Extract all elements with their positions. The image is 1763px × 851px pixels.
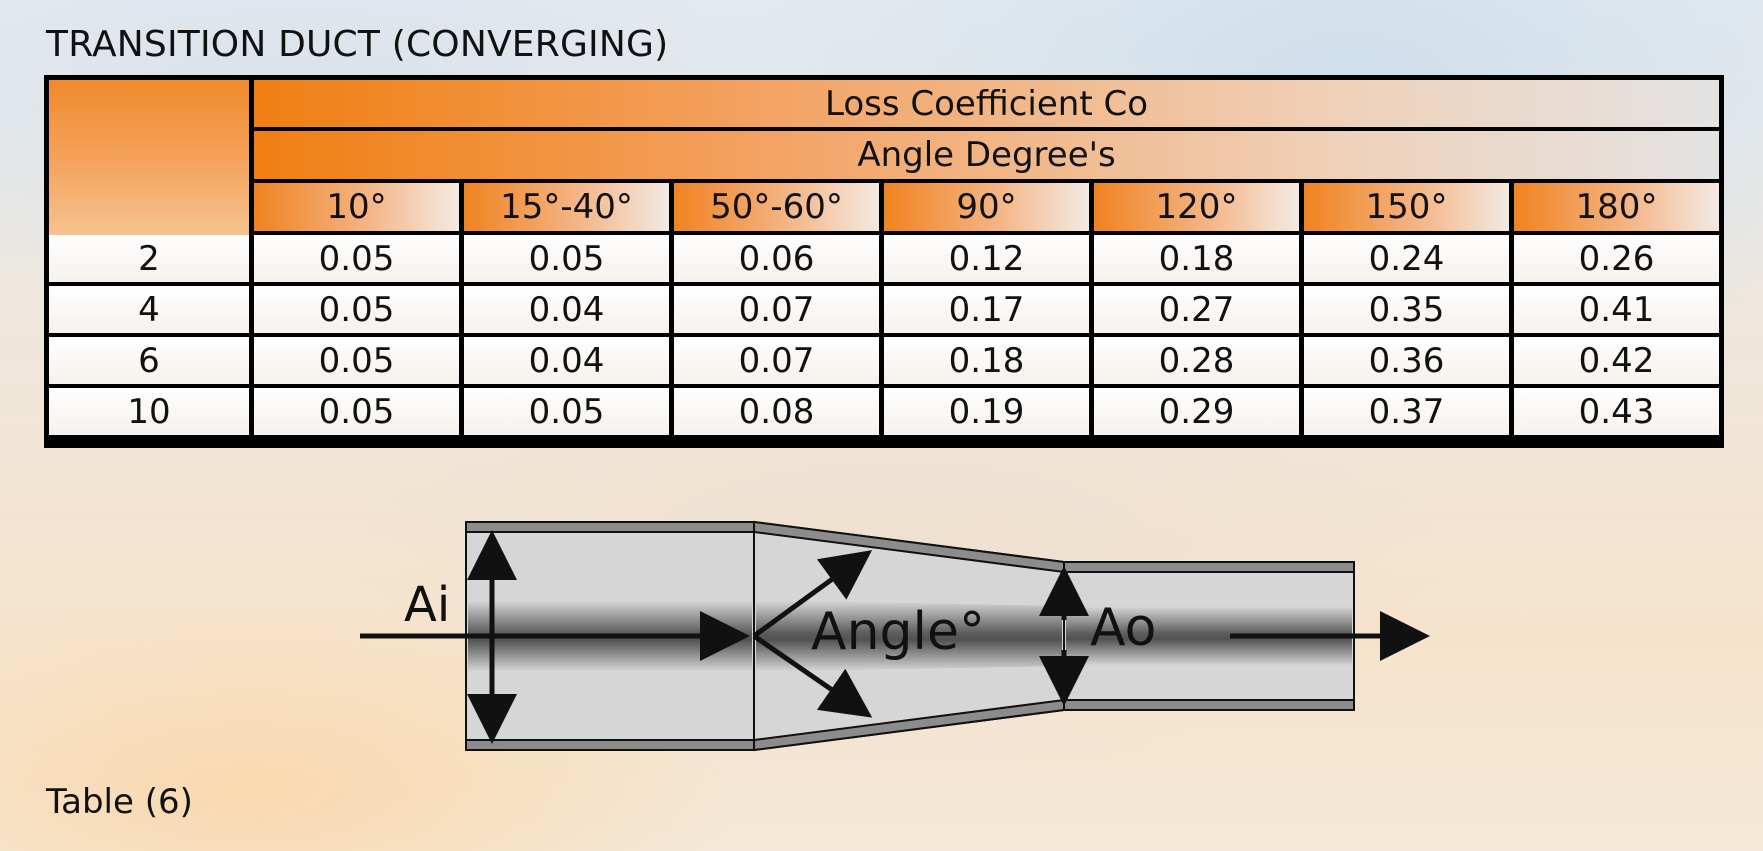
coefficient-cell: 0.42 (1514, 337, 1719, 384)
coefficient-cell: 0.05 (254, 235, 459, 282)
page-title: TRANSITION DUCT (CONVERGING) (46, 24, 669, 65)
coefficient-cell: 0.41 (1514, 286, 1719, 333)
angle-header: 10° (254, 183, 459, 231)
coefficient-cell: 0.27 (1094, 286, 1299, 333)
converging-duct-diagram (360, 520, 1430, 752)
angle-header: 150° (1304, 183, 1509, 231)
angle-arrow-upper (752, 550, 873, 639)
coefficient-cell: 0.37 (1304, 388, 1509, 435)
coefficient-cell: 0.28 (1094, 337, 1299, 384)
angle-header: 50°-60° (674, 183, 879, 231)
coefficient-cell: 0.05 (254, 388, 459, 435)
coefficient-cell: 0.05 (254, 337, 459, 384)
coefficient-cell: 0.17 (884, 286, 1089, 333)
coefficient-cell: 0.05 (254, 286, 459, 333)
coefficient-cell: 0.12 (884, 235, 1089, 282)
coefficient-cell: 0.05 (464, 235, 669, 282)
coefficient-cell: 0.35 (1304, 286, 1509, 333)
coefficient-cell: 0.24 (1304, 235, 1509, 282)
coefficient-cell: 0.06 (674, 235, 879, 282)
coefficient-cell: 0.08 (674, 388, 879, 435)
loss-coefficient-header: Loss Coefficient Co (254, 80, 1719, 127)
ratio-cell: 10 (49, 388, 249, 435)
angle-header: 120° (1094, 183, 1299, 231)
ratio-cell: 2 (49, 235, 249, 282)
coefficient-cell: 0.05 (464, 388, 669, 435)
angle-label: Angle° (811, 602, 985, 662)
coefficient-cell: 0.07 (674, 286, 879, 333)
loss-coefficient-table: Ai/Ao Loss Coefficient Co Angle Degree's… (44, 75, 1724, 448)
inlet-area-label: Ai (404, 577, 451, 633)
coefficient-cell: 0.18 (884, 337, 1089, 384)
coefficient-cell: 0.04 (464, 286, 669, 333)
outlet-area-label: Ao (1090, 598, 1157, 658)
angle-header: 90° (884, 183, 1089, 231)
ratio-cell: 4 (49, 286, 249, 333)
angle-header: 15°-40° (464, 183, 669, 231)
coefficient-cell: 0.18 (1094, 235, 1299, 282)
coefficient-cell: 0.07 (674, 337, 879, 384)
angle-header: 180° (1514, 183, 1719, 231)
coefficient-cell: 0.26 (1514, 235, 1719, 282)
table-caption: Table (6) (46, 782, 193, 822)
coefficient-cell: 0.43 (1514, 388, 1719, 435)
angle-arrow-lower (752, 633, 873, 718)
coefficient-cell: 0.36 (1304, 337, 1509, 384)
coefficient-cell: 0.29 (1094, 388, 1299, 435)
coefficient-cell: 0.19 (884, 388, 1089, 435)
angle-degrees-header: Angle Degree's (254, 131, 1719, 179)
ratio-cell: 6 (49, 337, 249, 384)
coefficient-cell: 0.04 (464, 337, 669, 384)
